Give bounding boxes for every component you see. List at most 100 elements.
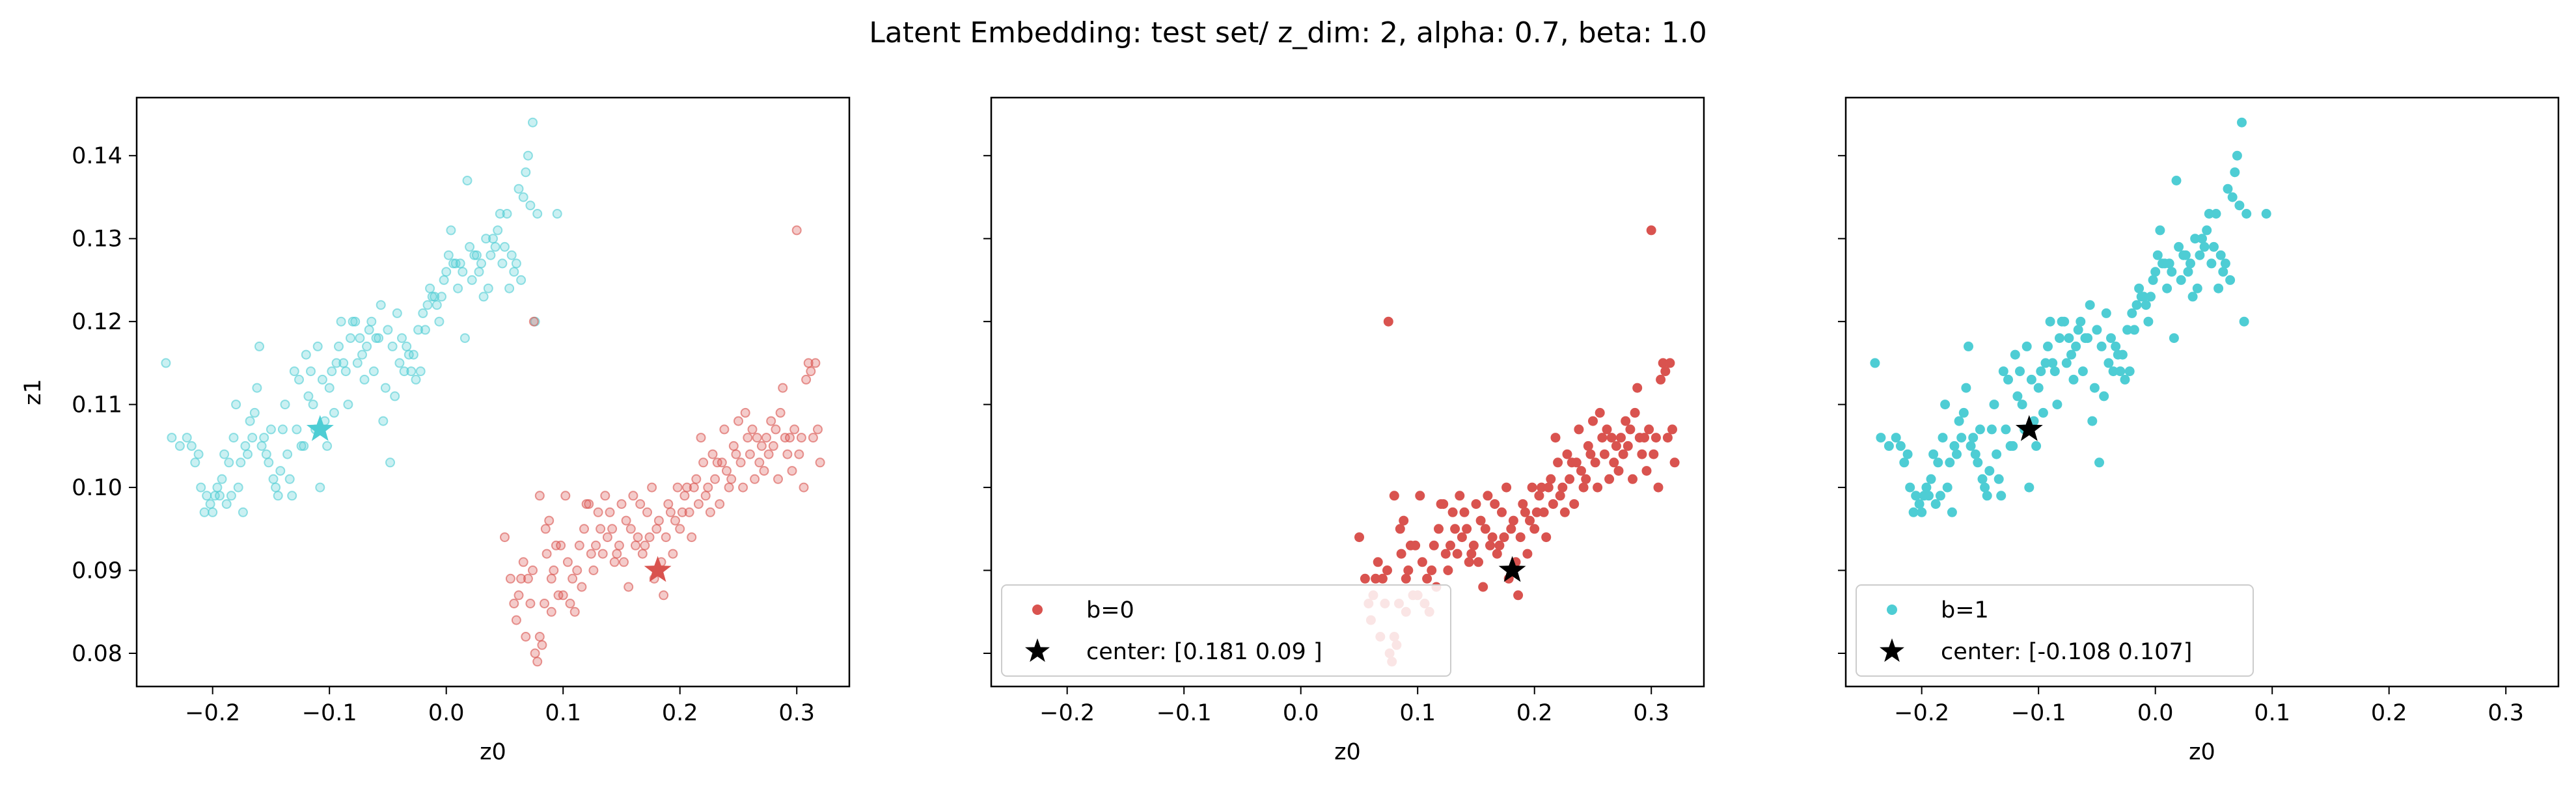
scatter-point-b1 <box>2185 258 2195 269</box>
scatter-point-b0 <box>1571 457 1582 468</box>
scatter-point-b0 <box>665 507 676 517</box>
scatter-point-b0 <box>572 565 582 575</box>
scatter-point-b1 <box>1899 457 1910 468</box>
scatter-point-b1 <box>455 258 465 269</box>
scatter-point-b1 <box>528 117 538 128</box>
scatter-point-b0 <box>1452 549 1462 559</box>
scatter-point-b0 <box>505 573 515 584</box>
legend-label: center: [-0.108 0.107] <box>1941 639 2192 665</box>
scatter-point-b0 <box>693 499 704 509</box>
scatter-point-b0 <box>735 457 746 468</box>
scatter-point-b0 <box>1501 482 1512 493</box>
scatter-point-b1 <box>2213 283 2224 293</box>
scatter-point-b1 <box>292 424 302 435</box>
scatter-point-b1 <box>322 441 333 451</box>
scatter-point-b0 <box>1641 466 1652 476</box>
scatter-point-b1 <box>352 358 363 368</box>
scatter-point-b1 <box>243 449 253 459</box>
x-tick-label: 0.2 <box>662 700 698 726</box>
scatter-point-b1 <box>1930 499 1941 509</box>
scatter-point-b1 <box>2187 292 2198 302</box>
scatter-point-b1 <box>385 457 395 468</box>
scatter-point-b0 <box>1574 424 1584 435</box>
scatter-point-b1 <box>273 491 283 501</box>
scatter-point-b0 <box>1557 482 1568 493</box>
plot-area <box>161 117 825 667</box>
scatter-point-b1 <box>462 176 473 185</box>
scatter-point-b1 <box>340 366 351 377</box>
scatter-point-b1 <box>399 366 409 377</box>
scatter-point-b1 <box>1949 441 1960 451</box>
scatter-point-b0 <box>750 474 760 484</box>
scatter-point-b1 <box>502 209 512 219</box>
scatter-point-b0 <box>724 482 734 493</box>
scatter-point-b0 <box>540 524 551 534</box>
legend-star-icon <box>1880 638 1904 662</box>
scatter-point-b1 <box>418 308 428 318</box>
y-tick-label: 0.13 <box>72 226 122 252</box>
scatter-point-b1 <box>474 267 484 277</box>
x-tick-label: 0.3 <box>1633 700 1669 726</box>
scatter-point-b0 <box>717 457 727 468</box>
scatter-point-b1 <box>2071 341 2081 351</box>
scatter-point-b0 <box>687 532 697 543</box>
scatter-point-b1 <box>2099 391 2109 401</box>
scatter-point-b0 <box>1602 424 1612 435</box>
scatter-point-b1 <box>284 474 295 484</box>
scatter-point-b0 <box>1649 449 1659 459</box>
scatter-point-b0 <box>1494 540 1505 550</box>
scatter-point-b1 <box>2199 241 2210 252</box>
scatter-point-b1 <box>2129 325 2139 335</box>
scatter-point-b1 <box>221 499 232 509</box>
scatter-point-b1 <box>2061 358 2072 368</box>
scatter-point-b1 <box>2152 250 2163 260</box>
scatter-point-b1 <box>2134 283 2144 293</box>
scatter-point-b1 <box>397 333 407 344</box>
scatter-point-b1 <box>2150 267 2161 277</box>
scatter-point-b1 <box>2085 300 2095 310</box>
scatter-point-b0 <box>1466 549 1477 559</box>
scatter-point-b1 <box>331 358 342 368</box>
scatter-point-b1 <box>1933 457 1943 468</box>
scatter-point-b1 <box>299 441 309 451</box>
scatter-point-b0 <box>619 557 629 567</box>
scatter-point-b1 <box>1940 400 1951 410</box>
scatter-point-b1 <box>2197 234 2207 244</box>
scatter-point-b1 <box>1980 482 1990 493</box>
scatter-point-b0 <box>518 557 528 567</box>
scatter-point-b0 <box>1656 374 1666 385</box>
scatter-point-b1 <box>2017 400 2027 410</box>
scatter-point-b1 <box>1884 441 1894 451</box>
scatter-point-b1 <box>256 441 267 451</box>
scatter-point-b1 <box>264 457 274 468</box>
scatter-point-b1 <box>238 507 248 517</box>
scatter-point-b1 <box>383 325 393 335</box>
scatter-point-b0 <box>534 491 545 501</box>
scatter-point-b0 <box>1471 499 1481 509</box>
scatter-point-b1 <box>312 341 323 351</box>
scatter-point-b1 <box>2033 383 2044 393</box>
legend-star-icon <box>1025 638 1050 662</box>
scatter-point-b1 <box>212 482 223 493</box>
scatter-point-b1 <box>1958 407 1969 418</box>
scatter-point-b0 <box>1665 358 1675 368</box>
scatter-point-b1 <box>2010 349 2020 360</box>
scatter-point-b1 <box>2261 209 2271 219</box>
scatter-point-b0 <box>1546 474 1556 484</box>
scatter-point-b1 <box>2012 391 2023 401</box>
scatter-point-b0 <box>1660 366 1671 377</box>
scatter-point-b1 <box>478 292 489 302</box>
scatter-point-b1 <box>336 316 346 327</box>
legend-box <box>1856 584 2254 677</box>
scatter-point-b1 <box>186 441 197 451</box>
scatter-point-b1 <box>2148 275 2158 285</box>
scatter-point-b0 <box>1529 524 1540 534</box>
scatter-point-b0 <box>569 606 580 617</box>
scatter-point-b0 <box>514 590 524 601</box>
scatter-point-b0 <box>778 383 788 393</box>
scatter-point-b0 <box>509 599 519 608</box>
scatter-point-b0 <box>782 449 793 459</box>
scatter-point-b0 <box>1609 457 1619 468</box>
scatter-point-b0 <box>644 532 655 543</box>
scatter-point-b0 <box>628 491 638 501</box>
